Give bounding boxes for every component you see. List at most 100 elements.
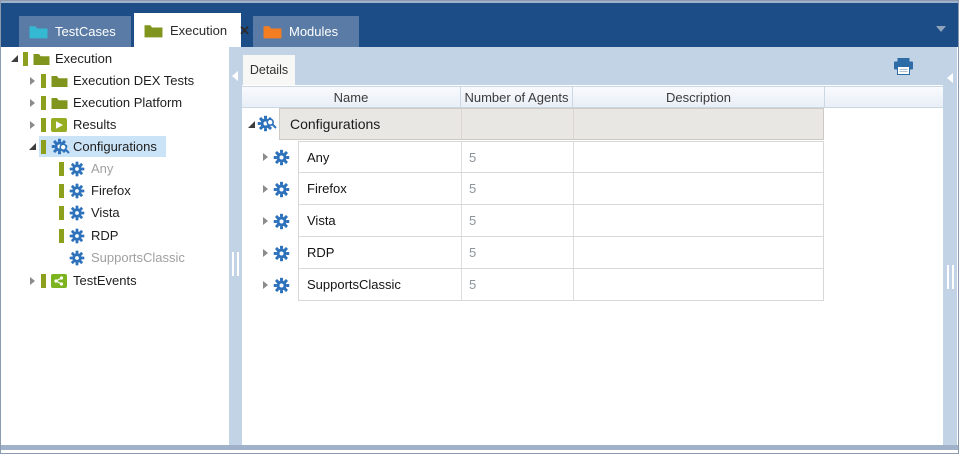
tab-testcases[interactable]: TestCases: [19, 16, 131, 47]
expand-collapse-icon[interactable]: [26, 143, 39, 150]
tree-item-label: Any: [91, 161, 114, 176]
folder-icon: [50, 72, 68, 89]
tree-details-splitter[interactable]: [229, 47, 242, 447]
gear-icon: [273, 277, 290, 294]
table-row-supportsclassic[interactable]: SupportsClassic 5: [242, 269, 943, 301]
print-button[interactable]: [891, 57, 915, 75]
row-expand-icon[interactable]: [263, 185, 268, 193]
splitter-grip[interactable]: [947, 265, 954, 289]
tree-item-label: Results: [73, 117, 117, 132]
tree-item-label: Execution Platform: [73, 95, 183, 110]
table-header-row: Name Number of Agents Description: [242, 86, 943, 108]
tab-modules[interactable]: Modules: [253, 16, 359, 47]
tree-item-execution[interactable]: Execution: [1, 48, 229, 69]
olive-marker: [59, 161, 64, 176]
collapse-right-panel-icon[interactable]: [947, 73, 953, 83]
right-panel-splitter[interactable]: [943, 47, 957, 447]
gear-icon: [68, 160, 86, 177]
testcases-folder-icon: [29, 26, 48, 39]
column-header-empty: [824, 87, 943, 107]
testevents-share-icon: [50, 272, 68, 289]
expand-collapse-icon[interactable]: [26, 276, 39, 285]
project-tree-panel: Execution Execution DEX Tests Execution …: [1, 47, 229, 447]
table-row-vista[interactable]: Vista 5: [242, 205, 943, 237]
results-play-icon: [50, 116, 68, 133]
gear-icon: [273, 181, 290, 198]
expand-collapse-icon[interactable]: [26, 120, 39, 129]
expand-collapse-icon[interactable]: [26, 76, 39, 85]
tree-item-results[interactable]: Results: [1, 114, 229, 135]
selected-row-highlight: Configurations: [39, 136, 166, 157]
tab-modules-label: Modules: [289, 24, 339, 39]
window-bottom-edge: [1, 445, 958, 450]
column-header-number-of-agents[interactable]: Number of Agents: [460, 87, 572, 107]
tab-testcases-label: TestCases: [55, 24, 116, 39]
gear-icon: [68, 227, 86, 244]
configurations-gear-search-icon: [257, 115, 277, 132]
tab-details[interactable]: Details: [243, 55, 295, 85]
olive-marker: [41, 73, 46, 88]
gear-icon: [68, 249, 86, 266]
row-expand-icon[interactable]: [263, 153, 268, 161]
row-expand-icon[interactable]: [263, 281, 268, 289]
expand-collapse-icon[interactable]: [8, 55, 21, 62]
gear-icon: [68, 204, 86, 221]
tree-item-any[interactable]: Any: [1, 158, 229, 179]
tree-item-configurations[interactable]: Configurations: [1, 136, 229, 157]
column-header-name[interactable]: Name: [333, 89, 369, 105]
expand-collapse-icon[interactable]: [26, 98, 39, 107]
cell-number-of-agents: 5: [469, 181, 477, 196]
tree-item-label: Vista: [91, 205, 120, 220]
tree-item-testevents[interactable]: TestEvents: [1, 270, 229, 291]
table-row-any[interactable]: Any 5: [242, 141, 943, 173]
column-header-description[interactable]: Description: [572, 87, 824, 107]
configurations-gear-search-icon: [50, 138, 70, 155]
olive-marker: [23, 51, 28, 66]
tree-item-label: TestEvents: [73, 273, 137, 288]
window-top-edge: [1, 1, 958, 3]
splitter-grip[interactable]: [232, 252, 239, 276]
olive-marker: [59, 228, 64, 243]
table-row-rdp[interactable]: RDP 5: [242, 237, 943, 269]
tab-details-label: Details: [249, 63, 289, 77]
tab-close-icon[interactable]: ✕: [239, 22, 250, 38]
group-row-label: Configurations: [290, 116, 381, 132]
cell-name: Any: [307, 149, 330, 165]
document-tab-bar: TestCases Execution ✕ Modules: [1, 3, 958, 47]
cell-number-of-agents: 5: [469, 213, 477, 228]
cell-number-of-agents: 5: [469, 277, 477, 292]
tree-item-label: Execution: [55, 51, 113, 66]
execution-folder-icon: [144, 24, 163, 37]
tree-item-vista[interactable]: Vista: [1, 202, 229, 223]
table-row-firefox[interactable]: Firefox 5: [242, 173, 943, 205]
tree-item-label: Configurations: [73, 139, 157, 154]
tree-item-supportsclassic[interactable]: SupportsClassic: [1, 247, 229, 268]
gear-icon: [273, 213, 290, 230]
group-row-configurations[interactable]: Configurations: [279, 108, 824, 140]
gear-icon: [273, 149, 290, 166]
collapse-left-panel-icon[interactable]: [232, 71, 238, 81]
details-panel: Details Name Number of Agents Descriptio…: [242, 47, 943, 447]
cell-number-of-agents: 5: [469, 149, 477, 165]
tab-list-dropdown-icon[interactable]: [936, 26, 946, 32]
cell-name: RDP: [307, 245, 335, 260]
olive-marker: [59, 183, 64, 198]
tree-item-firefox[interactable]: Firefox: [1, 180, 229, 201]
row-expand-icon[interactable]: [263, 249, 268, 257]
olive-marker: [41, 273, 46, 288]
tree-item-execution-platform[interactable]: Execution Platform: [1, 92, 229, 113]
tree-item-execution-dex-tests[interactable]: Execution DEX Tests: [1, 70, 229, 91]
cell-name: SupportsClassic: [307, 277, 401, 292]
row-expand-icon[interactable]: [263, 217, 268, 225]
tab-execution[interactable]: Execution ✕: [134, 13, 250, 47]
tree-item-label: RDP: [91, 228, 119, 243]
cell-name: Vista: [307, 213, 336, 228]
tree-item-label: SupportsClassic: [91, 250, 185, 265]
group-expand-icon[interactable]: [248, 121, 255, 128]
tree-item-rdp[interactable]: RDP: [1, 225, 229, 246]
gear-icon: [273, 245, 290, 262]
olive-marker: [41, 117, 46, 132]
olive-marker: [41, 95, 46, 110]
cell-name: Firefox: [307, 181, 347, 196]
